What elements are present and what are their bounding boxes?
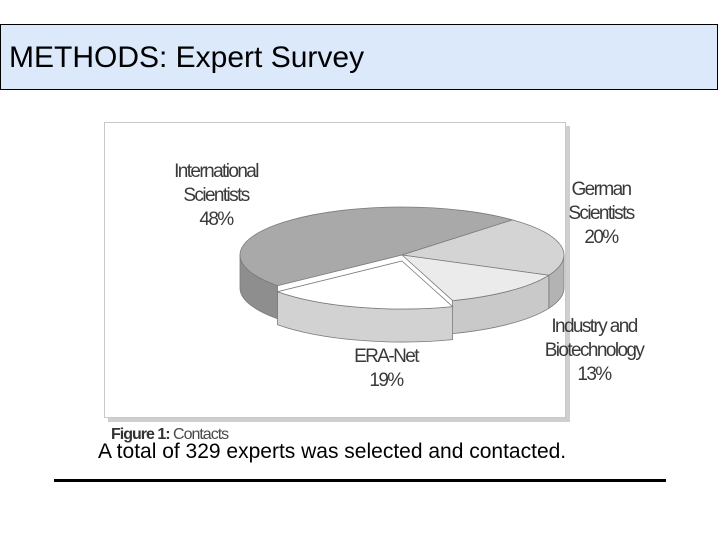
divider-line: [54, 479, 666, 482]
pie-slice-label-line: International: [174, 161, 258, 182]
pie-slice-label-line: Scientists: [568, 203, 634, 224]
pie-slices: [239, 206, 565, 343]
pie-slice-label-line: 20%: [584, 227, 619, 248]
figure-caption: Figure 1: Contacts: [111, 426, 229, 444]
pie-slice: [239, 206, 514, 287]
pie-slice: [401, 219, 565, 276]
pie-slice-label-line: 19%: [369, 370, 404, 391]
pie-slice-label: International Scientists 48%: [174, 161, 258, 230]
pie-slice-label-line: 48%: [199, 209, 234, 230]
pie-slice: [276, 260, 454, 310]
pie-slice-label-line: Biotechnology: [545, 340, 646, 361]
figure-caption-label: Figure 1:: [111, 426, 171, 443]
pie-slice-label: German Scientists 20%: [568, 179, 634, 248]
pie-slice-label-line: ERA-Net: [354, 346, 420, 367]
slide-title: METHODS: Expert Survey: [9, 41, 365, 74]
pie-slice: [400, 254, 550, 302]
figure-caption-text: Contacts: [169, 426, 229, 443]
pie-labels: International Scientists 48% German Scientis…: [174, 161, 647, 391]
pie-slice-label-line: Scientists: [183, 185, 249, 206]
pie-slice-label-line: Industry and: [551, 316, 637, 337]
pie-slice-label-line: 13%: [577, 364, 612, 385]
slide-title-box: METHODS: Expert Survey: [0, 24, 718, 90]
summary-text: A total of 329 experts was selected and …: [98, 440, 567, 463]
pie-slice-label-line: German: [571, 179, 631, 200]
pie-slice-label: ERA-Net 19%: [354, 346, 420, 391]
pie-slice-label: Industry and Biotechnology 13%: [545, 316, 646, 385]
